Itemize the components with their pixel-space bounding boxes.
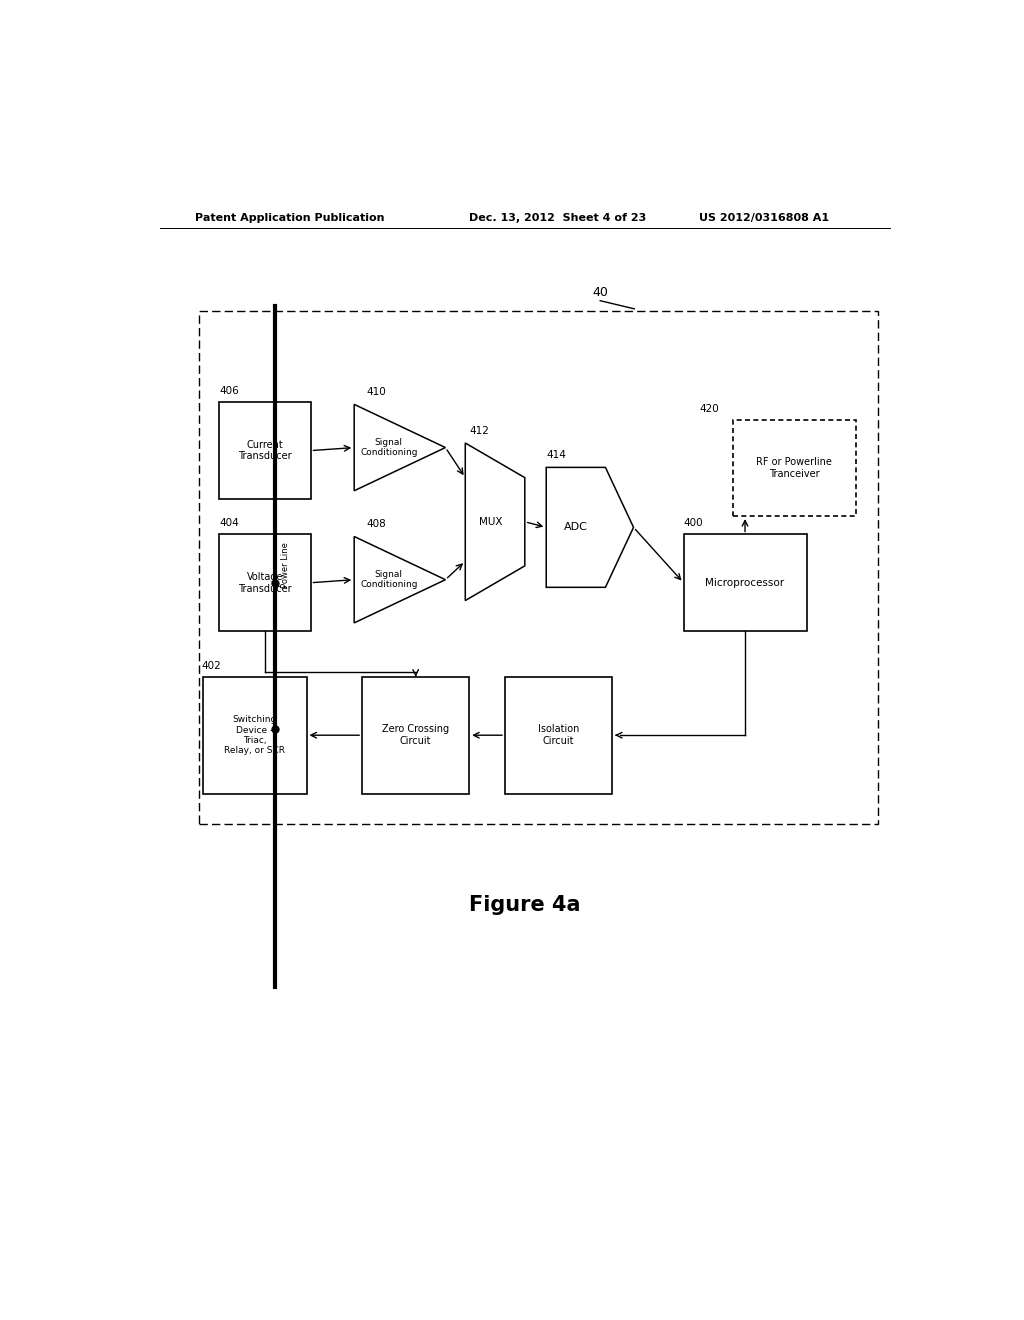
Text: Figure 4a: Figure 4a: [469, 895, 581, 916]
Text: 406: 406: [219, 387, 239, 396]
Text: 40: 40: [592, 285, 608, 298]
Text: Zero Crossing
Circuit: Zero Crossing Circuit: [382, 725, 450, 746]
Text: Isolation
Circuit: Isolation Circuit: [538, 725, 580, 746]
Bar: [733, 420, 856, 516]
Bar: [204, 677, 306, 793]
Text: Signal
Conditioning: Signal Conditioning: [360, 438, 418, 457]
Text: 412: 412: [469, 426, 489, 436]
Text: 414: 414: [546, 450, 566, 461]
Bar: [219, 403, 310, 499]
Bar: [219, 535, 310, 631]
Text: Dec. 13, 2012  Sheet 4 of 23: Dec. 13, 2012 Sheet 4 of 23: [469, 214, 646, 223]
Text: Switching
Device -
Triac,
Relay, or SCR: Switching Device - Triac, Relay, or SCR: [224, 715, 286, 755]
Text: Current
Transducer: Current Transducer: [239, 440, 292, 462]
Bar: [505, 677, 612, 793]
Text: Signal
Conditioning: Signal Conditioning: [360, 570, 418, 590]
Text: US 2012/0316808 A1: US 2012/0316808 A1: [699, 214, 829, 223]
Text: MUX: MUX: [478, 516, 502, 527]
Text: 420: 420: [699, 404, 719, 413]
Text: Microprocessor: Microprocessor: [706, 578, 784, 587]
Text: 400: 400: [684, 519, 703, 528]
Text: ADC: ADC: [564, 523, 588, 532]
Text: 404: 404: [219, 519, 239, 528]
Text: Voltage
Transducer: Voltage Transducer: [239, 572, 292, 594]
Text: 402: 402: [202, 661, 221, 671]
Bar: [362, 677, 469, 793]
Text: RF or Powerline
Tranceiver: RF or Powerline Tranceiver: [757, 457, 833, 479]
Text: Patent Application Publication: Patent Application Publication: [196, 214, 385, 223]
Bar: [684, 535, 807, 631]
Text: 408: 408: [367, 519, 386, 529]
Text: Power Line: Power Line: [282, 543, 290, 587]
Text: 410: 410: [367, 387, 386, 397]
Bar: [200, 312, 878, 824]
